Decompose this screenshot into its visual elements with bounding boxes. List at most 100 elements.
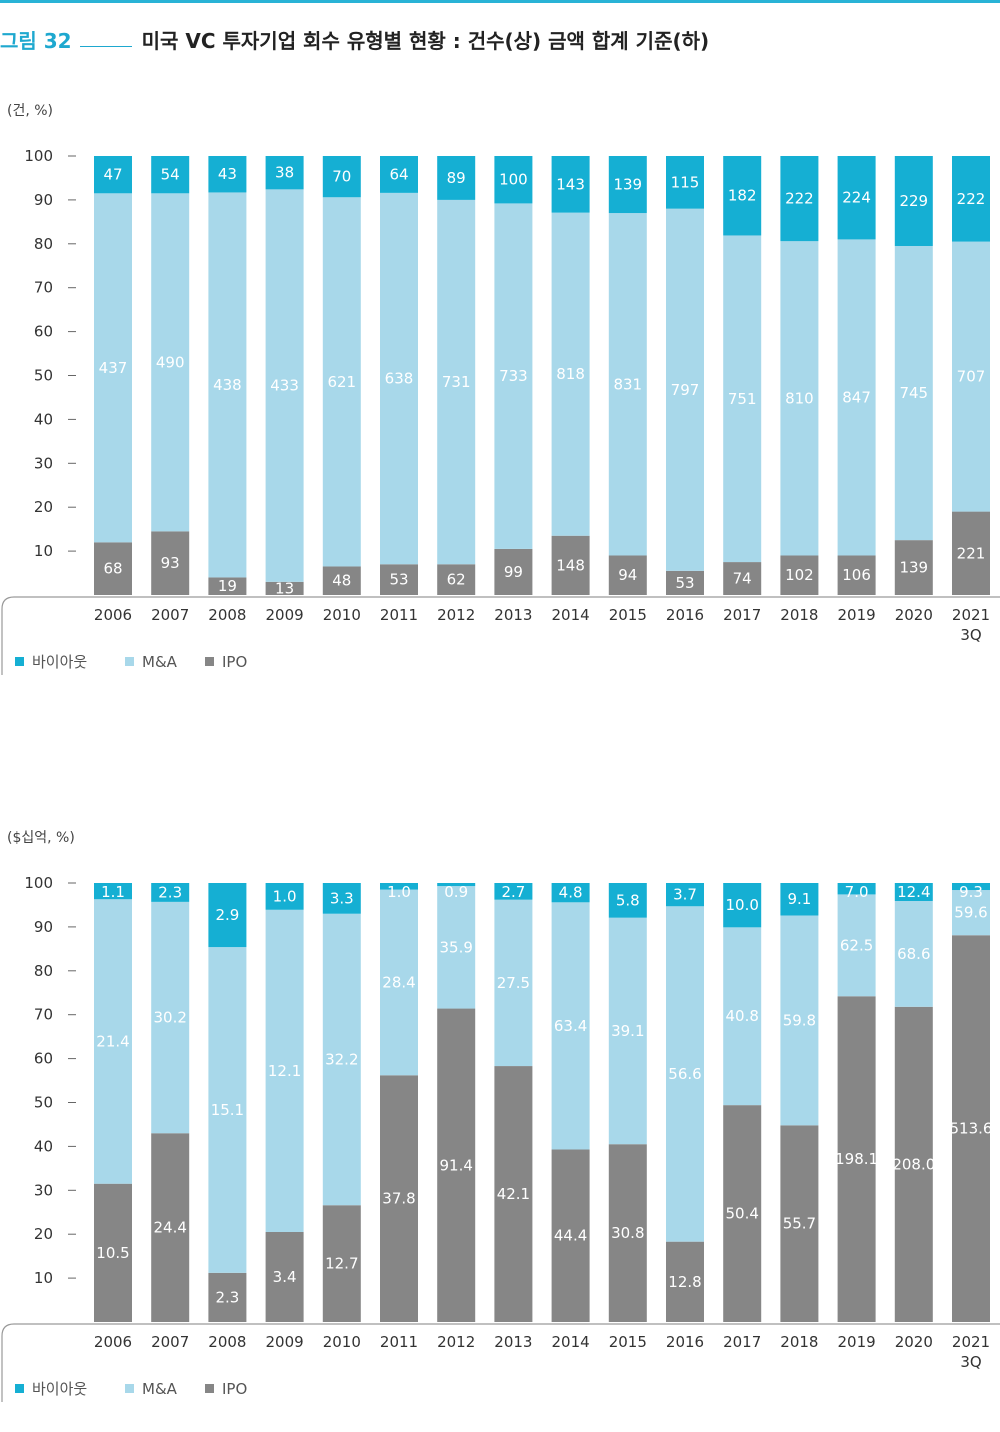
data-label-ipo: 48 xyxy=(332,572,351,590)
y-tick-label: 10 xyxy=(34,542,53,560)
bar-segment-ipo xyxy=(780,1125,819,1322)
data-label-buyout: 229 xyxy=(899,192,928,210)
bar-segment-ipo xyxy=(837,555,876,595)
data-label-buyout: 12.4 xyxy=(897,883,930,901)
x-tick-line: 2018 xyxy=(780,1333,818,1351)
bar-segment-ipo xyxy=(494,1066,533,1322)
bar-segment-ipo xyxy=(837,996,876,1322)
x-tick-line: 2012 xyxy=(437,606,475,624)
data-label-buyout: 9.1 xyxy=(787,890,811,908)
data-label-ma: 731 xyxy=(442,373,471,391)
data-label-ipo: 221 xyxy=(957,544,986,562)
x-tick-line: 2013 xyxy=(494,1333,532,1351)
bar-segment-ipo xyxy=(380,1075,418,1322)
x-tick-label: 2019 xyxy=(838,606,876,624)
bar-segment-buyout xyxy=(952,883,990,891)
x-tick-label: 2021 3Q xyxy=(952,1333,990,1371)
y-tick-label: 60 xyxy=(34,1050,53,1068)
data-label-buyout: 222 xyxy=(785,190,814,208)
x-tick-label: 2010 xyxy=(323,606,361,624)
bar-segment-ma xyxy=(837,239,876,556)
axis-frame-line xyxy=(1,596,1000,675)
data-label-ma: 32.2 xyxy=(325,1050,358,1068)
bar-segment-ipo xyxy=(894,1006,933,1322)
bar-segment-ipo xyxy=(380,564,418,595)
data-label-ipo: 12.7 xyxy=(325,1255,358,1273)
data-label-buyout: 10.0 xyxy=(725,896,758,914)
x-tick-line: 2013 xyxy=(494,606,532,624)
bar-segment-ipo xyxy=(208,577,247,595)
data-label-ipo: 44.4 xyxy=(554,1227,587,1245)
bar-segment-ma xyxy=(894,245,933,541)
bar-segment-ipo xyxy=(322,1205,361,1322)
x-tick-line: 2011 xyxy=(380,1333,418,1351)
y-tick-label: 40 xyxy=(34,410,53,428)
x-tick-line: 2009 xyxy=(266,1333,304,1351)
data-label-buyout: 43 xyxy=(218,165,237,183)
x-tick-label: 2017 xyxy=(723,1333,761,1351)
data-label-ipo: 93 xyxy=(161,554,180,572)
data-label-buyout: 222 xyxy=(957,190,986,208)
y-tick-label: 70 xyxy=(34,279,53,297)
bar-segment-ipo xyxy=(94,1183,132,1322)
data-label-ipo: 30.8 xyxy=(611,1224,644,1242)
x-tick-line: 2011 xyxy=(380,606,418,624)
data-label-buyout: 3.3 xyxy=(330,889,354,907)
chart-count-basis: (건, %) 10 20 30 40 50 60 70 80 90 100 68 437 47 2006 93… xyxy=(1,103,1000,675)
x-tick-line: 2016 xyxy=(666,606,704,624)
data-label-ma: 62.5 xyxy=(840,936,873,954)
data-label-buyout: 1.0 xyxy=(387,883,411,901)
data-label-ipo: 102 xyxy=(785,566,814,584)
x-tick-line: 2015 xyxy=(609,1333,647,1351)
data-label-ma: 638 xyxy=(385,370,414,388)
x-tick-label: 2007 xyxy=(151,606,189,624)
bar-segment-buyout xyxy=(666,883,704,907)
legend-swatch-buyout xyxy=(15,1384,24,1393)
bar-segment-ma xyxy=(780,241,819,556)
x-tick-label: 2014 xyxy=(552,606,590,624)
data-label-ipo: 55.7 xyxy=(783,1215,816,1233)
x-tick-line: 2006 xyxy=(94,606,132,624)
x-tick-line: 2017 xyxy=(723,1333,761,1351)
bar-segment-buyout xyxy=(322,156,361,198)
x-tick-label: 2006 xyxy=(94,606,132,624)
bar-segment-buyout xyxy=(780,156,819,242)
bar-segment-ma xyxy=(94,193,132,543)
y-tick-label: 80 xyxy=(34,235,53,253)
data-label-buyout: 0.9 xyxy=(444,883,468,901)
y-tick-label: 80 xyxy=(34,962,53,980)
legend-label-buyout: 바이아웃 xyxy=(32,1380,87,1398)
figure-title: 그림 32 미국 VC 투자기업 회수 유형별 현황 : 건수(상) 금액 합계… xyxy=(0,24,709,54)
data-label-ma: 12.1 xyxy=(268,1062,301,1080)
bar-segment-ma xyxy=(322,913,361,1206)
y-unit-label: (건, %) xyxy=(7,103,53,119)
x-tick-label: 2013 xyxy=(494,1333,532,1351)
bar-segment-buyout xyxy=(437,156,476,200)
x-tick-line: 2020 xyxy=(895,606,933,624)
data-label-ma: 437 xyxy=(99,359,128,377)
bar-segment-ipo xyxy=(151,1133,190,1322)
data-label-ma: 797 xyxy=(671,381,700,399)
x-tick-line: 2014 xyxy=(552,1333,590,1351)
x-tick-label: 2016 xyxy=(666,606,704,624)
bar-segment-buyout xyxy=(608,883,647,918)
data-label-buyout: 2.7 xyxy=(501,883,525,901)
bar-segment-buyout xyxy=(208,883,247,948)
y-tick-label: 30 xyxy=(34,1181,53,1199)
x-tick-line: 3Q xyxy=(960,626,981,644)
x-tick-line: 2012 xyxy=(437,1333,475,1351)
bar-segment-ipo xyxy=(952,511,990,595)
x-tick-label: 2020 xyxy=(895,1333,933,1351)
bar-segment-buyout xyxy=(551,156,590,213)
x-tick-line: 3Q xyxy=(960,1353,981,1371)
data-label-ma: 63.4 xyxy=(554,1017,587,1035)
bar-segment-ipo xyxy=(723,562,762,595)
data-label-buyout: 47 xyxy=(103,166,122,184)
y-tick-label: 20 xyxy=(34,498,53,516)
x-tick-line: 2019 xyxy=(838,1333,876,1351)
bar-segment-ma xyxy=(94,899,132,1184)
bar-segment-buyout xyxy=(151,156,190,194)
data-label-ipo: 12.8 xyxy=(668,1273,701,1291)
bar-segment-ma xyxy=(894,900,933,1007)
x-tick-label: 2018 xyxy=(780,1333,818,1351)
